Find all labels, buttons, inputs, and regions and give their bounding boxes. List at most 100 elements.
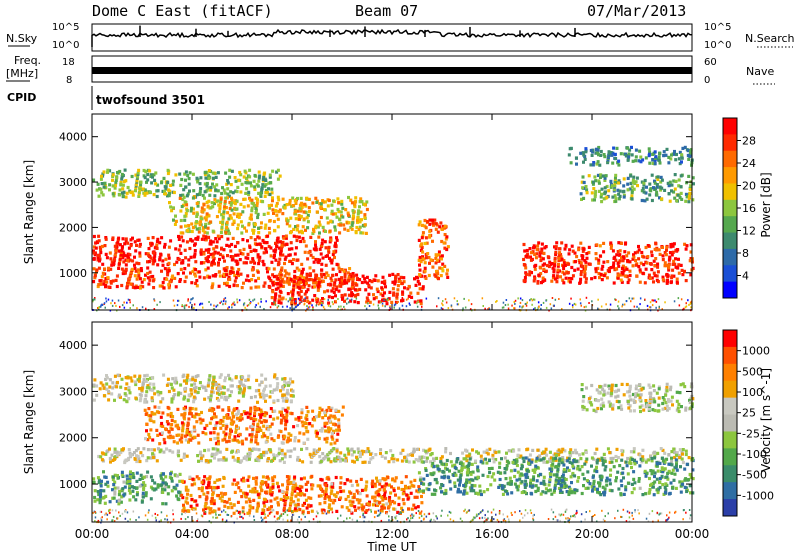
range-gate-cell xyxy=(247,484,251,488)
range-gate-cell xyxy=(193,242,197,246)
range-gate-cell xyxy=(121,183,125,187)
range-gate-cell xyxy=(162,176,166,180)
range-gate-cell xyxy=(413,478,417,482)
range-gate-cell xyxy=(341,458,345,462)
range-gate-cell xyxy=(253,187,257,191)
range-gate-cell xyxy=(354,508,357,512)
nsky-tick-top: 10^5 xyxy=(52,22,79,33)
range-gate-cell xyxy=(133,263,136,267)
noise-cell xyxy=(228,306,230,309)
range-gate-cell xyxy=(597,272,601,276)
range-gate-cell xyxy=(245,229,248,233)
noise-cell xyxy=(514,302,516,305)
range-gate-cell xyxy=(160,181,163,185)
range-gate-cell xyxy=(399,275,403,279)
range-gate-cell xyxy=(638,486,642,490)
range-gate-cell xyxy=(562,272,566,276)
range-gate-cell xyxy=(114,455,118,459)
range-gate-cell xyxy=(280,244,284,248)
range-gate-cell xyxy=(396,510,400,514)
range-gate-cell xyxy=(338,486,342,490)
range-gate-cell xyxy=(295,282,299,286)
range-gate-cell xyxy=(558,459,561,463)
range-gate-cell xyxy=(202,203,206,207)
range-gate-cell xyxy=(169,205,173,209)
noise-cell xyxy=(92,300,94,303)
range-gate-cell xyxy=(645,185,648,189)
range-gate-cell xyxy=(206,259,209,263)
range-gate-cell xyxy=(353,203,357,207)
range-gate-cell xyxy=(267,477,271,481)
range-gate-cell xyxy=(166,168,170,172)
range-gate-cell xyxy=(236,223,240,227)
range-gate-cell xyxy=(593,275,597,280)
range-gate-cell xyxy=(160,284,164,288)
noise-cell xyxy=(387,297,389,300)
range-gate-cell xyxy=(607,153,611,157)
range-gate-cell xyxy=(134,249,138,253)
range-gate-cell xyxy=(326,283,330,287)
noise-cell xyxy=(405,305,408,308)
range-gate-cell xyxy=(93,276,97,280)
range-gate-cell xyxy=(224,231,228,235)
range-gate-cell xyxy=(541,279,545,283)
range-gate-cell xyxy=(228,244,231,248)
range-gate-cell xyxy=(133,255,136,259)
range-gate-cell xyxy=(241,210,245,214)
range-gate-cell xyxy=(449,487,453,491)
range-gate-cell xyxy=(223,205,227,209)
range-gate-cell xyxy=(295,508,299,513)
range-gate-cell xyxy=(412,460,416,464)
range-gate-cell xyxy=(654,156,657,160)
range-gate-cell xyxy=(541,490,545,494)
range-gate-cell xyxy=(312,269,316,273)
range-gate-cell xyxy=(193,252,197,256)
range-gate-cell xyxy=(212,499,216,503)
range-gate-cell xyxy=(574,260,577,264)
colorbar-tick-label: 24 xyxy=(742,157,756,170)
range-gate-cell xyxy=(417,485,421,489)
noise-cell xyxy=(255,304,257,307)
range-gate-cell xyxy=(651,158,655,162)
range-gate-cell xyxy=(266,475,270,479)
range-gate-cell xyxy=(131,472,135,476)
range-gate-cell xyxy=(562,259,566,263)
range-gate-cell xyxy=(610,460,614,464)
range-gate-cell xyxy=(126,241,130,245)
range-gate-cell xyxy=(253,238,257,242)
range-gate-cell xyxy=(272,249,276,253)
range-gate-cell xyxy=(692,182,695,186)
range-gate-cell xyxy=(271,196,274,200)
range-gate-cell xyxy=(332,283,336,287)
range-gate-cell xyxy=(624,485,628,489)
range-gate-cell xyxy=(96,253,100,257)
range-gate-cell xyxy=(579,241,583,245)
range-gate-cell xyxy=(550,464,554,468)
range-gate-cell xyxy=(248,168,252,172)
range-gate-cell xyxy=(117,502,121,506)
range-gate-cell xyxy=(539,272,543,276)
range-gate-cell xyxy=(282,280,286,284)
range-gate-cell xyxy=(146,266,150,270)
range-gate-cell xyxy=(163,277,167,281)
range-gate-cell xyxy=(184,488,188,492)
range-gate-cell xyxy=(316,225,320,229)
range-gate-cell xyxy=(650,472,654,476)
noise-cell xyxy=(176,304,179,307)
range-gate-cell xyxy=(302,279,306,283)
range-gate-cell xyxy=(519,472,523,476)
range-gate-cell xyxy=(112,262,116,266)
range-gate-cell xyxy=(210,263,214,267)
range-gate-cell xyxy=(261,475,265,479)
range-gate-cell xyxy=(383,484,387,488)
range-gate-cell xyxy=(163,189,166,194)
range-gate-cell xyxy=(329,220,333,224)
range-gate-cell xyxy=(254,206,258,210)
range-gate-cell xyxy=(532,279,536,283)
range-gate-cell xyxy=(103,244,107,248)
range-gate-cell xyxy=(289,216,293,220)
range-gate-cell xyxy=(233,202,237,206)
range-gate-cell xyxy=(659,175,663,179)
range-gate-cell xyxy=(99,282,103,286)
range-gate-cell xyxy=(223,201,227,205)
